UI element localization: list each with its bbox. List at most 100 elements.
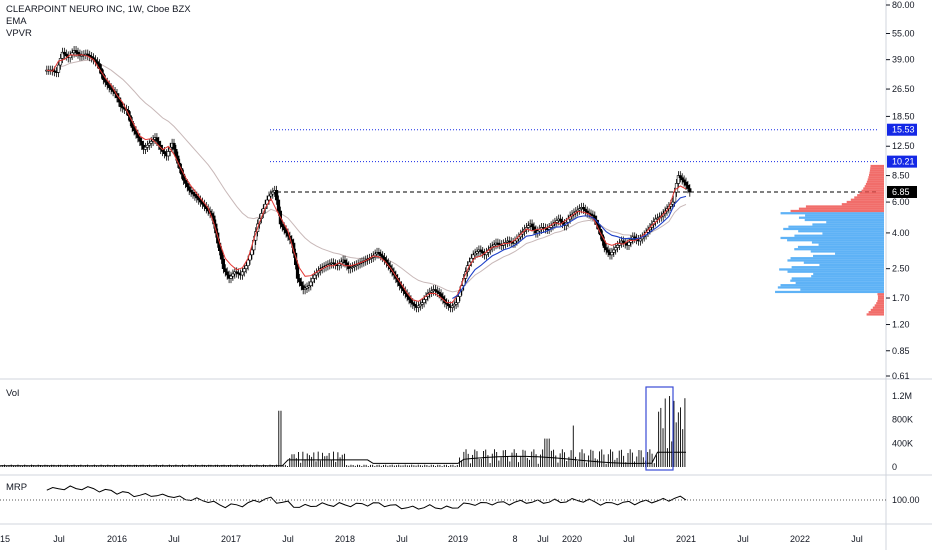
vpvr-row <box>780 236 884 240</box>
vpvr-row <box>857 194 884 197</box>
candle-body <box>103 79 107 83</box>
candle-body <box>526 225 530 228</box>
vpvr-row <box>797 245 884 249</box>
vpvr-row <box>800 288 884 291</box>
candle-body <box>309 281 313 286</box>
candle-body <box>454 302 458 305</box>
candle-body <box>187 186 191 191</box>
vpvr-row <box>835 252 884 255</box>
vpvr-row <box>877 295 884 298</box>
candle-body <box>219 250 224 260</box>
candle-body <box>672 191 677 203</box>
candle-body <box>598 228 603 236</box>
volume-highlight-box[interactable] <box>645 386 674 471</box>
candle-body <box>633 236 637 239</box>
vpvr-row <box>798 207 884 210</box>
candle-body <box>532 226 536 231</box>
candle-body <box>591 214 595 217</box>
vpvr-row <box>865 182 884 186</box>
candle-body <box>303 287 307 290</box>
candle-body <box>422 299 426 303</box>
candle-body <box>64 53 68 57</box>
candle-body <box>452 303 456 307</box>
candle-body <box>174 149 178 157</box>
candle-body <box>439 293 443 297</box>
candle-body <box>237 272 241 275</box>
candle-body <box>678 175 682 178</box>
candle-body <box>166 151 170 157</box>
vpvr-row <box>790 209 884 213</box>
vpvr-row <box>787 239 884 242</box>
candle-body <box>354 264 358 267</box>
candle-body <box>240 271 245 276</box>
time-tick-label: 2017 <box>221 534 241 544</box>
candle-body <box>267 195 271 201</box>
vpvr-row <box>811 241 884 244</box>
vpvr-row <box>870 167 884 170</box>
vpvr-row <box>822 232 884 235</box>
candle-body <box>473 252 477 256</box>
price-tick-label: 0.85 <box>892 346 910 356</box>
candle-body <box>199 199 203 203</box>
candle-body <box>183 179 188 184</box>
price-tag-label: 15.53 <box>892 125 915 135</box>
price-tick-label: 8.50 <box>892 171 910 181</box>
candle-body <box>610 252 614 256</box>
candle-body <box>435 290 439 293</box>
vpvr-row <box>869 171 884 174</box>
vpvr-row <box>864 185 884 188</box>
price-tick-label: 12.50 <box>892 141 915 151</box>
ema-fast-line <box>46 54 687 304</box>
candle-body <box>313 274 317 279</box>
candle-body <box>604 247 608 251</box>
vpvr-row <box>877 299 884 303</box>
candle-body <box>409 299 413 303</box>
candle-body <box>250 249 254 256</box>
time-tick-label: 15 <box>0 534 10 544</box>
vpvr-row <box>791 277 884 280</box>
mrp-pane-label[interactable]: MRP <box>6 482 28 493</box>
candle-body <box>284 229 288 234</box>
candle-body <box>269 193 273 197</box>
vpvr-row <box>804 218 884 222</box>
candle-body <box>479 249 483 252</box>
vpvr-row <box>794 234 884 237</box>
candle-body <box>328 263 332 266</box>
volume-pane-label[interactable]: Vol <box>6 388 20 399</box>
price-tick-label: 18.50 <box>892 111 915 121</box>
vpvr-row <box>791 266 884 269</box>
indicator-vpvr[interactable]: VPVR <box>6 28 32 39</box>
candle-body <box>88 54 92 57</box>
vpvr-row <box>777 286 884 289</box>
vpvr-row <box>877 293 884 296</box>
vpvr-row <box>866 180 884 183</box>
candle-body <box>686 184 690 189</box>
candle-body <box>600 234 605 242</box>
candle-body <box>185 183 189 188</box>
candle-body <box>349 267 353 269</box>
vpvr-row <box>868 173 884 177</box>
price-tick-label: 1.70 <box>892 293 910 303</box>
vpvr-row <box>867 178 884 181</box>
candle-body <box>547 227 551 230</box>
vpvr-row <box>790 279 884 282</box>
candle-body <box>382 257 387 261</box>
time-tick-label: 2020 <box>562 534 582 544</box>
vpvr-row <box>876 302 884 305</box>
indicator-ema[interactable]: EMA <box>6 16 27 27</box>
candle-body <box>172 142 176 150</box>
candle-body <box>413 303 417 307</box>
candle-body <box>195 195 199 199</box>
price-tick-label: 6.00 <box>892 197 910 207</box>
candle-body <box>343 259 347 264</box>
vpvr-row <box>861 189 884 192</box>
candle-body <box>450 305 454 308</box>
candle-body <box>295 264 300 279</box>
candle-body <box>107 84 111 88</box>
candle-body <box>282 226 286 231</box>
vpvr-row <box>870 164 884 168</box>
price-tick-label: 0.61 <box>892 371 910 381</box>
candle-body <box>407 296 411 300</box>
candle-body <box>221 258 226 269</box>
